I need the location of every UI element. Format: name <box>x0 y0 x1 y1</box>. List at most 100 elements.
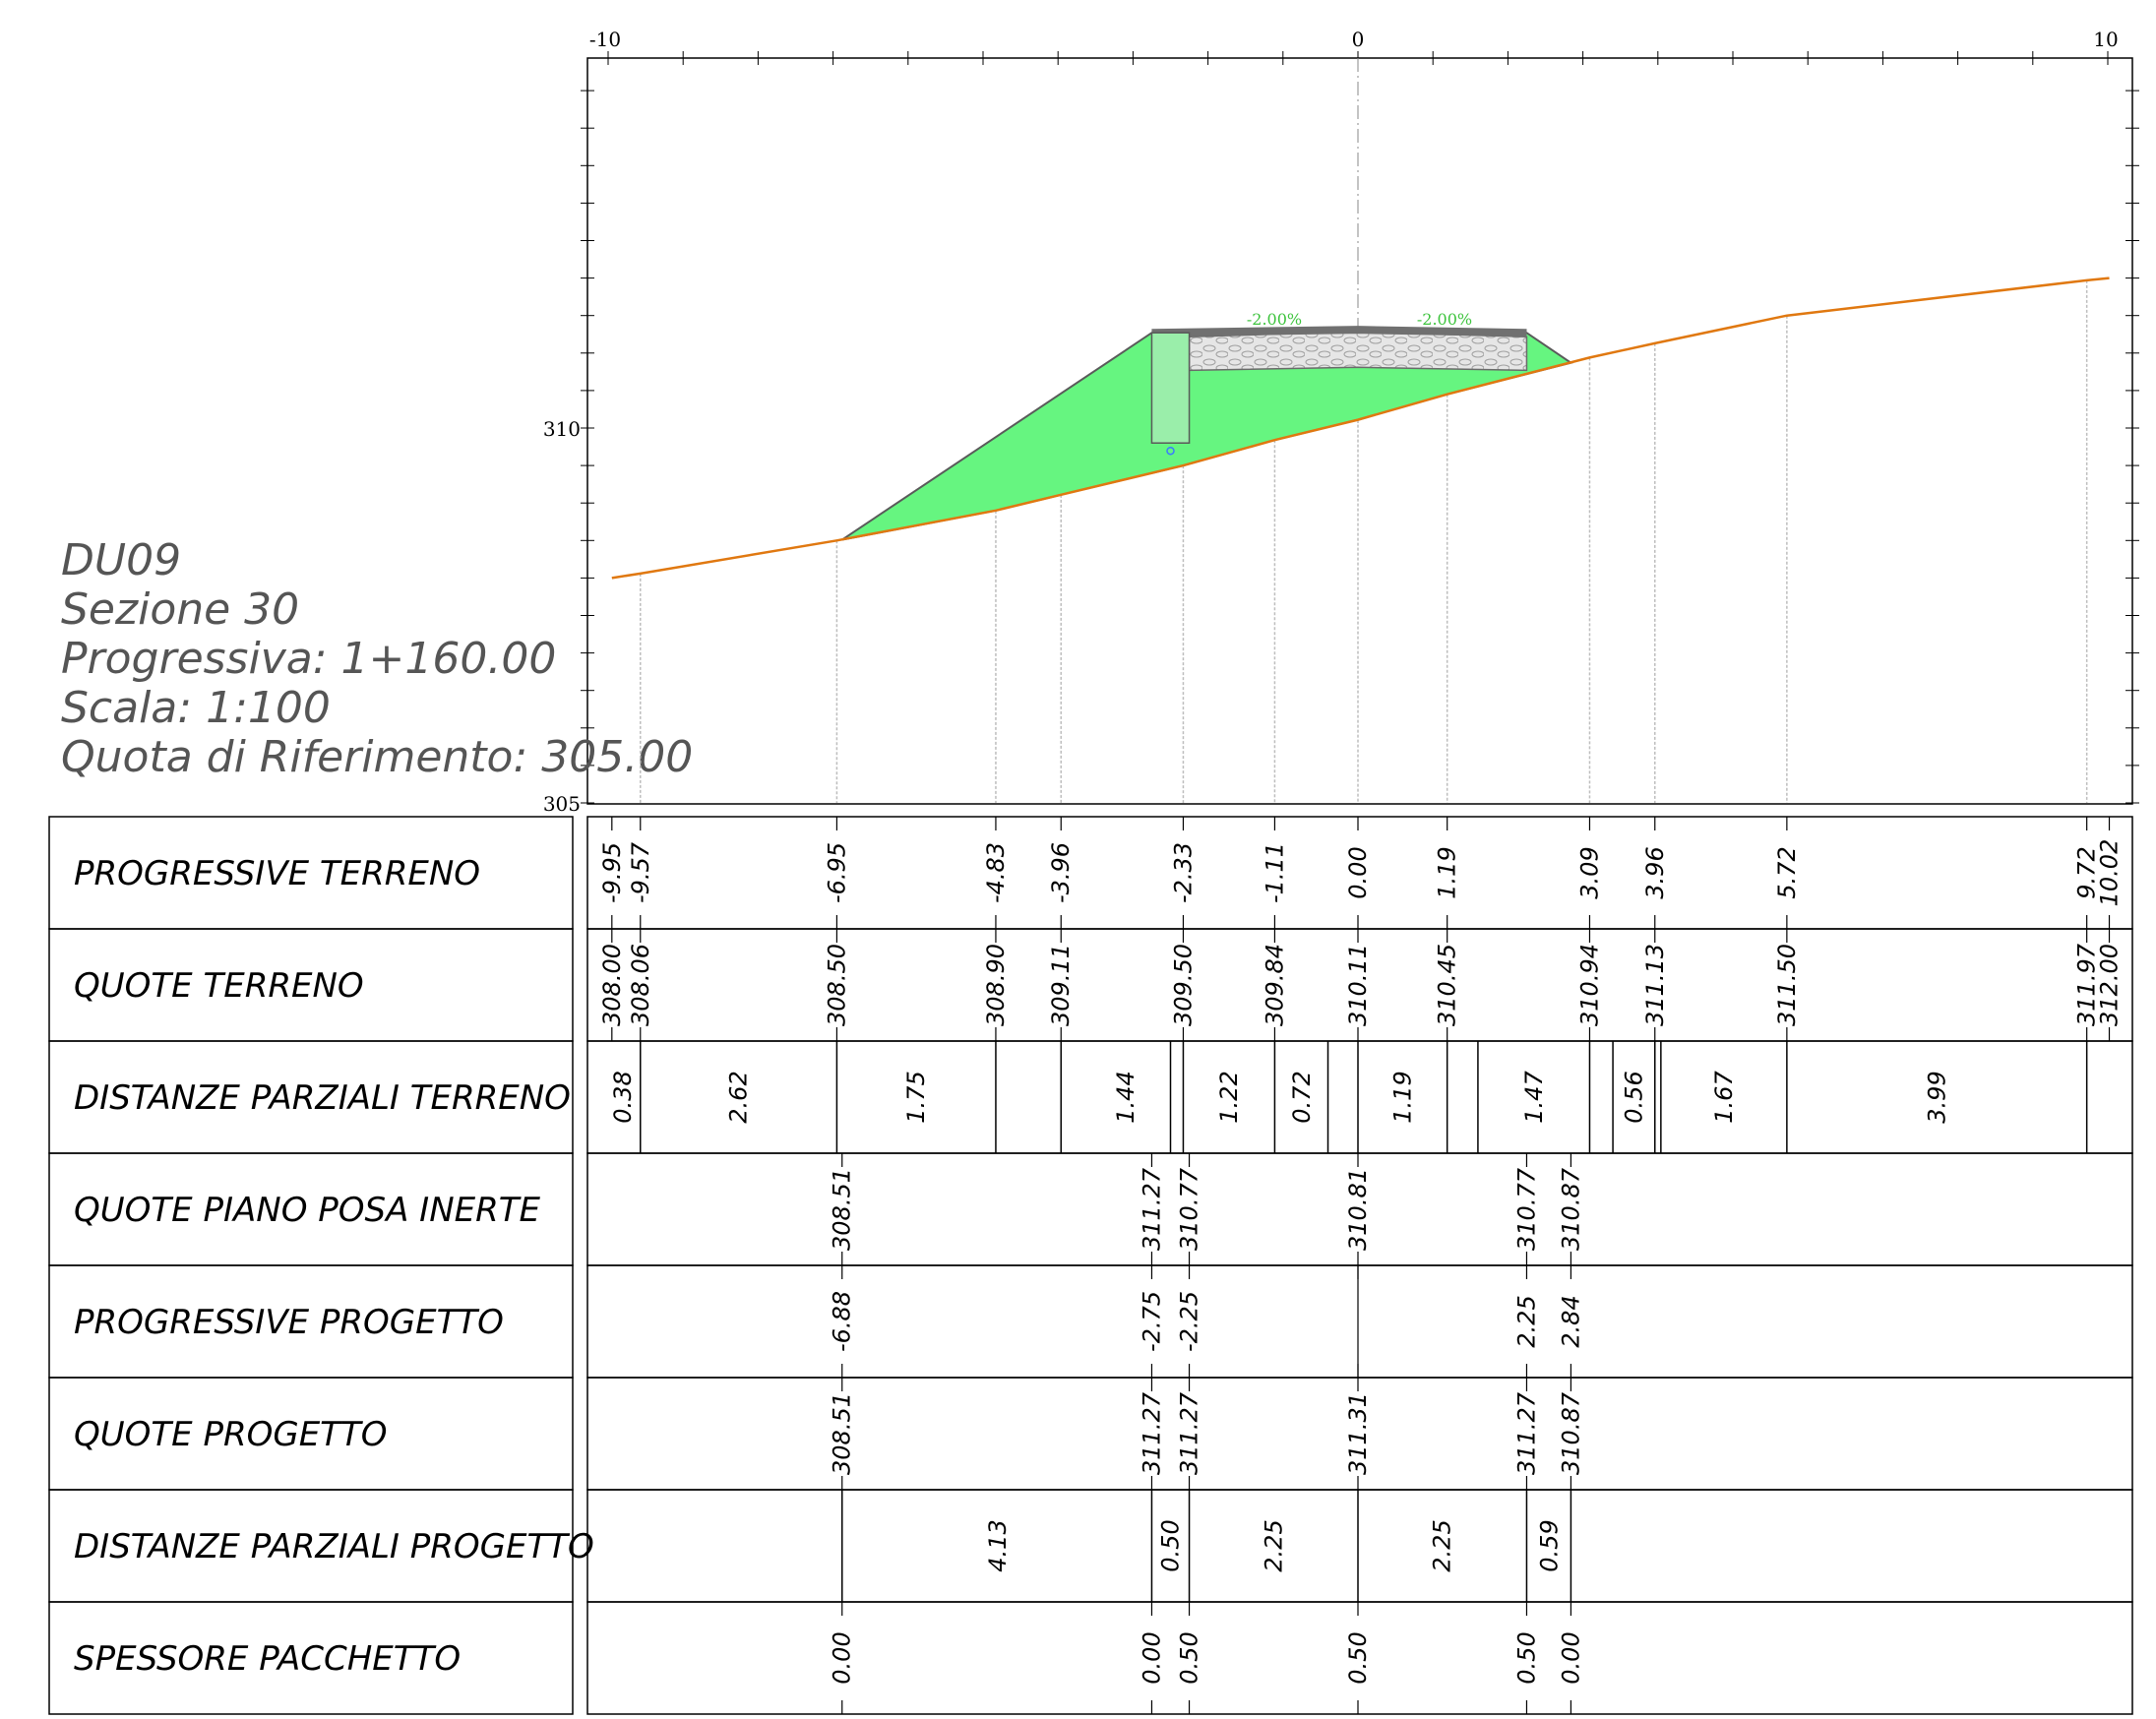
profile-drawing <box>611 276 2110 580</box>
section-number: Sezione 30 <box>61 584 299 635</box>
table-value: 311.27 <box>1138 1167 1165 1251</box>
table-value: 311.27 <box>1176 1391 1203 1475</box>
table-value: 311.50 <box>1773 944 1801 1026</box>
slope-label-right: -2.00% <box>1417 310 1472 329</box>
table-row-label: DISTANZE PARZIALI PROGETTO <box>74 1527 594 1566</box>
table-value: 0.50 <box>1512 1631 1540 1684</box>
table-value: 4.13 <box>984 1519 1012 1571</box>
table-value: 310.87 <box>1557 1391 1584 1475</box>
table-value: 0.00 <box>1138 1631 1165 1684</box>
table-value: 2.25 <box>1261 1519 1288 1571</box>
table-row-label: PROGRESSIVE TERRENO <box>74 854 480 893</box>
table-value: 2.84 <box>1557 1295 1584 1347</box>
table-label-cell <box>48 1601 574 1715</box>
section-code: DU09 <box>61 535 181 585</box>
table-value: 312.00 <box>2096 944 2124 1026</box>
table-value: 311.27 <box>1512 1391 1540 1475</box>
table-value: 308.51 <box>829 1168 856 1251</box>
table-value: 0.56 <box>1620 1071 1647 1123</box>
table-row-label: QUOTE PIANO POSA INERTE <box>74 1191 541 1230</box>
table-value: -2.33 <box>1169 842 1197 903</box>
table-value: 0.00 <box>1344 846 1372 898</box>
section-chainage: Progressiva: 1+160.00 <box>61 634 556 684</box>
ground-line <box>611 276 2110 580</box>
table-value: 1.75 <box>902 1071 930 1123</box>
pavement-layer <box>1151 326 1527 338</box>
table-value: 2.62 <box>725 1071 753 1123</box>
table-value: 308.06 <box>627 944 654 1026</box>
table-row-label: QUOTE TERRENO <box>74 966 364 1006</box>
table-value: -9.57 <box>627 841 654 903</box>
x-tick-label-zero: 0 <box>1352 28 1365 51</box>
table-value: 311.31 <box>1344 1392 1372 1475</box>
table-value: 308.50 <box>823 944 850 1026</box>
table-value: 310.81 <box>1344 1168 1372 1251</box>
table-value: 0.00 <box>829 1631 856 1684</box>
table-value: 310.87 <box>1557 1167 1584 1251</box>
section-scale: Scala: 1:100 <box>61 683 331 733</box>
table-value: 0.38 <box>609 1071 637 1123</box>
table-value: 10.02 <box>2096 839 2124 907</box>
table-value: -4.83 <box>982 842 1010 903</box>
section-reference: Quota di Riferimento: 305.00 <box>61 732 693 782</box>
table-value: 3.96 <box>1641 846 1669 898</box>
table-value: -9.95 <box>598 842 626 903</box>
table-value: 2.25 <box>1512 1295 1540 1347</box>
drain-pipe <box>1166 446 1175 456</box>
table-row-label: PROGRESSIVE PROGETTO <box>74 1303 504 1342</box>
table-value: 2.25 <box>1428 1519 1455 1571</box>
table-value: 311.27 <box>1138 1391 1165 1475</box>
table-value: 0.00 <box>1557 1631 1584 1684</box>
table-row-label: SPESSORE PACCHETTO <box>74 1639 461 1679</box>
x-tick-label-min: -10 <box>589 28 621 51</box>
table-value: 311.13 <box>1641 944 1669 1026</box>
slope-label-left: -2.00% <box>1247 310 1302 329</box>
table-value: 9.72 <box>2073 846 2101 898</box>
y-tick-label-305: 305 <box>543 792 581 816</box>
table-value: 310.94 <box>1575 944 1603 1026</box>
table-value: 0.50 <box>1176 1631 1203 1684</box>
table-value: 309.84 <box>1261 944 1288 1026</box>
table-value: 1.47 <box>1520 1071 1548 1124</box>
table-value: 3.09 <box>1575 846 1603 898</box>
table-value: -6.88 <box>829 1291 856 1352</box>
table-value: 0.72 <box>1288 1071 1316 1123</box>
drain-trench <box>1150 332 1191 444</box>
table-value: 3.99 <box>1923 1071 1950 1123</box>
table-value: 0.59 <box>1535 1519 1563 1571</box>
data-table: PROGRESSIVE TERRENO -9.95 -9.57 -6.95 -4.83 -… <box>48 816 2133 1715</box>
table-values-cell <box>586 1489 2133 1603</box>
table-values-cell <box>586 1040 2133 1154</box>
table-value: 310.77 <box>1512 1167 1540 1251</box>
section-info: DU09 Sezione 30 Progressiva: 1+160.00 Sc… <box>61 535 693 782</box>
table-value: 308.51 <box>829 1392 856 1475</box>
table-value: 1.22 <box>1215 1071 1243 1123</box>
frame-ticks <box>581 51 2139 804</box>
table-value: -2.25 <box>1176 1291 1203 1352</box>
table-value: 1.19 <box>1389 1071 1417 1123</box>
plot-frame <box>586 57 2133 805</box>
table-value: 5.72 <box>1773 846 1801 898</box>
table-value: 308.00 <box>598 944 626 1026</box>
table-value: 311.97 <box>2073 943 2101 1026</box>
table-row-label: QUOTE PROGETTO <box>74 1415 387 1454</box>
table-value: -2.75 <box>1138 1291 1165 1352</box>
table-values-cell <box>586 1601 2133 1715</box>
table-value: 1.44 <box>1112 1071 1140 1123</box>
table-value: 310.77 <box>1176 1167 1203 1251</box>
table-value: 309.50 <box>1169 944 1197 1026</box>
table-value: 310.45 <box>1434 944 1461 1026</box>
y-tick-label-310: 310 <box>543 417 581 441</box>
ground-drop-lines <box>640 279 2088 803</box>
table-value: 310.11 <box>1344 944 1372 1026</box>
table-value: -1.11 <box>1261 842 1288 903</box>
table-value: 0.50 <box>1344 1631 1372 1684</box>
table-value: 308.90 <box>982 944 1010 1026</box>
table-row-label: DISTANZE PARZIALI TERRENO <box>74 1078 571 1118</box>
gravel-layer <box>1188 331 1528 372</box>
x-tick-label-max: 10 <box>2093 28 2118 51</box>
table-value: 309.11 <box>1047 944 1075 1026</box>
table-value: -3.96 <box>1047 842 1075 903</box>
table-value: 0.50 <box>1157 1519 1185 1571</box>
table-value: 1.67 <box>1710 1071 1738 1124</box>
